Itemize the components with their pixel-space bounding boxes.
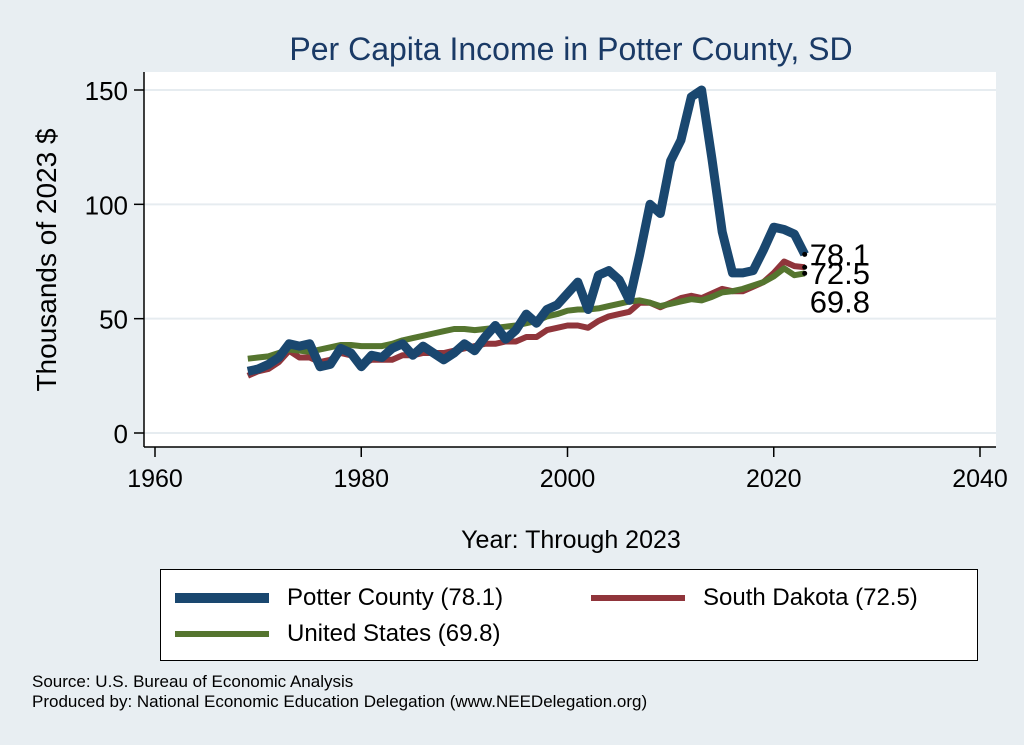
y-tick-label-50: 50 — [99, 305, 128, 335]
y-tick-label-100: 100 — [85, 190, 128, 220]
x-tick-label-1980: 1980 — [333, 465, 389, 493]
y-tick-label-150: 150 — [85, 76, 128, 106]
legend-label-united-states: United States (69.8) — [287, 620, 501, 647]
legend-item-potter-county: Potter County (78.1) — [175, 584, 503, 612]
x-axis-label: Year: Through 2023 — [461, 526, 681, 554]
producer-note: Produced by: National Economic Education… — [32, 692, 648, 711]
legend-swatch-potter-county — [175, 593, 269, 603]
source-note: Source: U.S. Bureau of Economic Analysis — [32, 672, 354, 691]
end-marker-0 — [802, 251, 808, 257]
end-label-2: 69.8 — [810, 284, 870, 319]
grid-lines — [144, 89, 996, 434]
end-label-1: 72.5 — [810, 256, 870, 291]
chart-title: Per Capita Income in Potter County, SD — [289, 31, 852, 67]
y-axis-label: Thousands of 2023 $ — [31, 128, 62, 392]
x-tick-label-2000: 2000 — [540, 465, 596, 493]
y-tick-label-0: 0 — [114, 419, 128, 449]
legend-label-potter-county: Potter County (78.1) — [287, 584, 504, 611]
x-tick-label-1960: 1960 — [127, 465, 183, 493]
x-tick-label-2040: 2040 — [952, 465, 1008, 493]
legend-swatch-south-dakota — [591, 595, 685, 601]
series-lines — [246, 85, 809, 379]
end-marker-2 — [802, 270, 808, 276]
series-line-potter-county-78-1 — [246, 85, 809, 376]
legend-swatch-united-states — [175, 631, 269, 637]
end-label-0: 78.1 — [810, 237, 870, 272]
end-marker-1 — [802, 264, 808, 270]
plot-area — [144, 72, 996, 447]
x-tick-label-2020: 2020 — [746, 465, 802, 493]
axes: 0 50 100 150 1960 1980 2000 2020 2040 — [85, 72, 1008, 493]
end-labels: 78.172.569.8 — [802, 237, 870, 319]
legend-item-south-dakota: South Dakota (72.5) — [591, 584, 918, 612]
legend-item-united-states: United States (69.8) — [175, 620, 500, 648]
legend: Potter County (78.1) South Dakota (72.5)… — [160, 569, 978, 661]
legend-label-south-dakota: South Dakota (72.5) — [703, 584, 918, 611]
